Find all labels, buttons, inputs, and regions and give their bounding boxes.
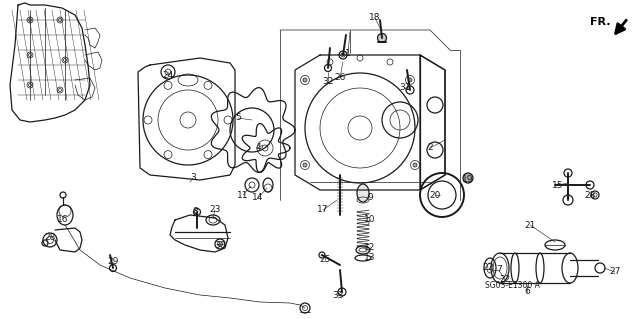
Text: 31: 31 [399,84,411,93]
Text: 29: 29 [108,257,118,266]
Text: 15: 15 [552,181,564,189]
Text: 24: 24 [163,70,173,79]
Text: 4: 4 [255,144,261,152]
Text: FR.: FR. [590,17,611,27]
Circle shape [303,163,307,167]
Circle shape [408,78,412,82]
Text: 18: 18 [369,13,381,23]
Text: 8: 8 [192,207,198,217]
Text: 14: 14 [252,194,264,203]
Text: 9: 9 [367,194,373,203]
Text: 10: 10 [364,216,376,225]
Circle shape [413,163,417,167]
Text: 6: 6 [524,287,530,296]
Text: 22: 22 [499,276,511,285]
Text: 28: 28 [584,190,596,199]
Text: 7: 7 [496,265,502,275]
Circle shape [463,173,473,183]
Text: SG03-E1300 A: SG03-E1300 A [485,280,540,290]
Text: 11: 11 [237,190,249,199]
Text: 17: 17 [317,205,329,214]
Circle shape [303,78,307,82]
Text: 20: 20 [429,190,441,199]
Text: 32: 32 [323,78,333,86]
Text: 33: 33 [332,292,344,300]
Text: 27: 27 [609,268,621,277]
Text: 3: 3 [190,174,196,182]
Text: 2: 2 [427,144,433,152]
Text: 16: 16 [57,216,68,225]
Text: 22: 22 [483,263,493,272]
Text: 12: 12 [364,243,376,253]
Text: 28: 28 [44,234,56,242]
Text: 19: 19 [462,175,474,184]
Ellipse shape [357,184,369,202]
Text: 26: 26 [334,73,346,83]
Text: 23: 23 [209,205,221,214]
Text: 25: 25 [319,256,331,264]
Text: 30: 30 [214,241,226,249]
Circle shape [378,33,387,42]
Text: 1: 1 [345,48,351,57]
Text: 21: 21 [524,220,536,229]
Text: 13: 13 [364,254,376,263]
Text: 5: 5 [235,114,241,122]
